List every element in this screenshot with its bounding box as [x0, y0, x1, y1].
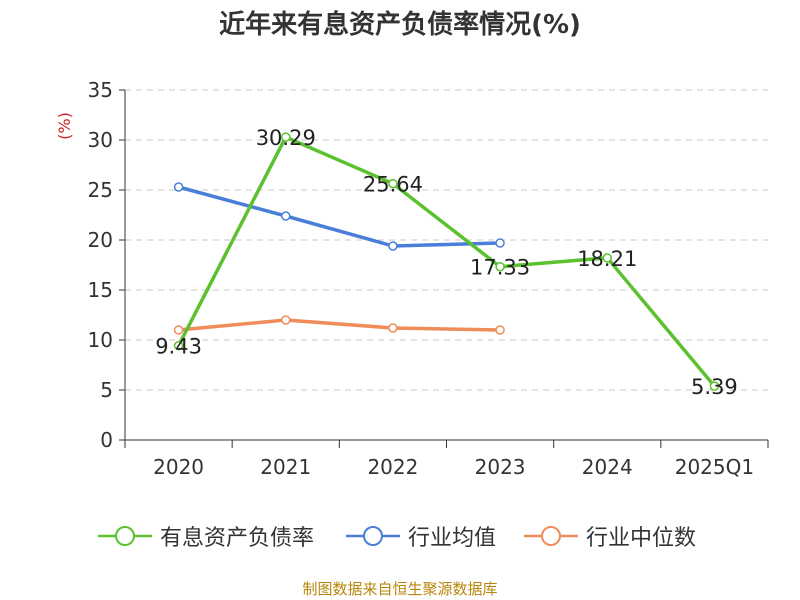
line-chart: 0 5 10 15 20 25 30 35 (%) 2020 2021 2022 2023 2024 202…: [55, 78, 769, 479]
y-tick-label: 35: [88, 78, 113, 102]
data-point: [281, 315, 291, 325]
data-label: 17.33: [470, 256, 530, 280]
x-tick-label: 2025Q1: [675, 455, 754, 479]
series-line: [178, 185, 501, 248]
data-label: 30.29: [256, 126, 316, 150]
data-label: 5.39: [691, 375, 738, 399]
data-label: 9.43: [155, 335, 202, 359]
chart-legend: 有息资产负债率 行业均值 行业中位数: [0, 518, 800, 554]
y-tick-label: 30: [88, 128, 113, 152]
data-point: [173, 182, 184, 192]
data-point: [281, 211, 291, 221]
data-point: [173, 325, 184, 335]
legend-item[interactable]: 有息资产负债率: [98, 518, 314, 554]
data-point: [388, 241, 398, 251]
legend-label: 有息资产负债率: [160, 526, 315, 551]
series-line: [178, 318, 501, 332]
data-label: 25.64: [363, 173, 423, 197]
x-tick-label: 2020: [153, 455, 204, 479]
data-point: [495, 238, 505, 248]
legend-marker-icon: [346, 526, 400, 546]
y-tick-label: 15: [88, 278, 113, 302]
legend-marker-icon: [524, 526, 578, 546]
y-tick-label: 5: [100, 378, 113, 402]
legend-label: 行业均值: [408, 526, 497, 551]
legend-marker-icon: [98, 526, 152, 546]
data-point: [709, 381, 720, 391]
x-tick-label: 2022: [367, 455, 418, 479]
x-tick-label: 2021: [260, 455, 311, 479]
legend-label: 行业中位数: [586, 526, 697, 551]
data-point: [388, 323, 398, 333]
series-line: [177, 135, 716, 388]
x-tick-label: 2024: [582, 455, 633, 479]
data-point: [173, 340, 184, 351]
data-point: [602, 253, 612, 263]
data-label: 18.21: [577, 247, 637, 271]
data-point: [495, 261, 505, 272]
chart-title: 近年来有息资产负债率情况(%): [219, 10, 581, 40]
y-tick-label: 10: [88, 328, 113, 352]
y-tick-label: 20: [88, 228, 113, 252]
y-tick-label: 25: [88, 178, 113, 202]
data-point: [281, 132, 291, 142]
legend-item[interactable]: 行业均值: [346, 518, 496, 554]
data-point: [495, 325, 505, 335]
y-axis-label: (%): [55, 112, 74, 140]
source-note: 制图数据来自恒生聚源数据库: [302, 580, 498, 598]
y-tick-label: 0: [100, 428, 113, 452]
data-point: [388, 178, 398, 189]
legend-item[interactable]: 行业中位数: [524, 518, 696, 554]
x-tick-label: 2023: [475, 455, 526, 479]
